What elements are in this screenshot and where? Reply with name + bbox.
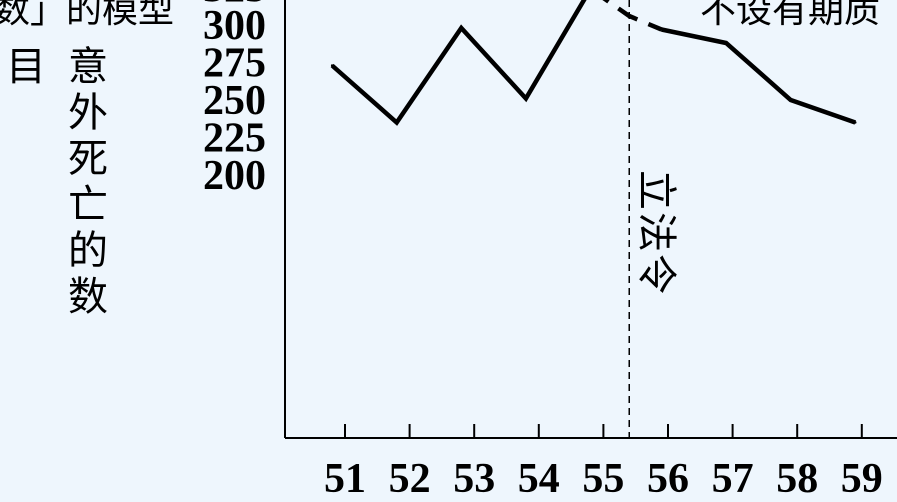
y-tick-label-225: 225 — [203, 116, 266, 162]
reference-line-label-char: 法 — [633, 212, 679, 252]
y-axis-label-char: 数 — [68, 274, 108, 320]
y-axis-label-char: 亡 — [68, 182, 108, 228]
reference-line-label-char: 立 — [633, 170, 679, 210]
series-line-2-dashed — [602, 0, 663, 32]
y-tick-label-200: 200 — [203, 153, 266, 199]
y-axis-label-char: 外 — [68, 90, 108, 136]
data-point — [395, 121, 398, 124]
data-point — [724, 41, 728, 45]
x-tick-label-54: 54 — [518, 456, 560, 502]
x-tick-label-55: 55 — [582, 456, 624, 502]
top-text-left: 数」的模型 — [0, 0, 174, 31]
y-tick-label-300: 300 — [203, 3, 266, 49]
x-tick-label-58: 58 — [776, 456, 818, 502]
x-tick-label-59: 59 — [841, 456, 883, 502]
data-point — [460, 26, 463, 30]
data-point — [524, 97, 528, 100]
series-line-3-solid — [661, 27, 857, 125]
y-axis-label-char: 目 — [6, 44, 46, 90]
y-tick-label-250: 250 — [203, 78, 266, 124]
x-tick-label-51: 51 — [324, 456, 366, 502]
data-point — [660, 28, 663, 31]
reference-line-label-char: 令 — [633, 254, 679, 294]
series-line-1-solid — [330, 0, 587, 126]
x-tick-label-52: 52 — [389, 456, 431, 502]
y-axis-label-char: 死 — [68, 136, 108, 182]
y-tick-label-275: 275 — [203, 41, 266, 87]
y-axis-label-char: 的 — [68, 228, 108, 274]
x-tick-label-57: 57 — [712, 456, 754, 502]
data-point — [854, 121, 857, 124]
data-point — [330, 64, 334, 67]
x-tick-label-56: 56 — [647, 456, 689, 502]
data-point — [628, 14, 631, 18]
data-point — [789, 98, 792, 102]
y-axis-label-char: 意 — [68, 44, 108, 90]
y-tick-label-325: 325 — [203, 0, 266, 12]
top-text-right: 不设有期质 — [700, 0, 880, 31]
x-tick-label-53: 53 — [453, 456, 495, 502]
